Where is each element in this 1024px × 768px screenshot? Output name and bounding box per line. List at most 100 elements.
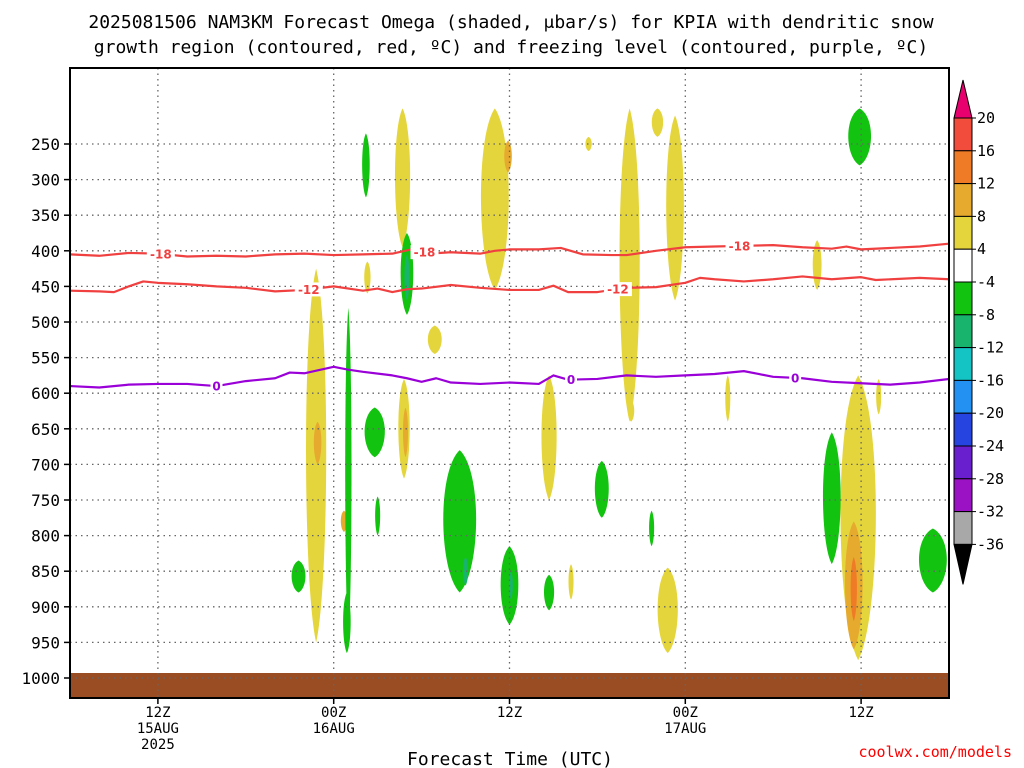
contour-label-bg-0-0 xyxy=(146,246,175,261)
omega-region-1 xyxy=(480,108,509,290)
grid-lines xyxy=(70,68,949,698)
contour-label-2-2: 0 xyxy=(791,371,799,385)
omega-shading xyxy=(291,108,947,661)
contour-label-0-1: -18 xyxy=(414,246,436,260)
contour-label-bg-1-1 xyxy=(603,282,632,297)
colorbar-box-1 xyxy=(953,117,973,152)
omega-region-2 xyxy=(504,140,512,173)
contour-label-0-0: -18 xyxy=(150,247,172,261)
credit-text: coolwx.com/models xyxy=(858,743,1012,761)
contour-label-1-0: -12 xyxy=(298,283,320,297)
omega-region-34 xyxy=(594,460,609,518)
ytick-label-500: 500 xyxy=(31,313,60,332)
ytick-label-700: 700 xyxy=(31,455,60,474)
xtick-label-0-0: 12Z xyxy=(145,705,170,721)
colorbar-box-9 xyxy=(953,379,973,414)
colorbar-label-5: -4 xyxy=(977,273,995,291)
omega-region-35 xyxy=(649,510,655,547)
colorbar-label-10: -24 xyxy=(977,437,1004,455)
omega-region-22 xyxy=(364,261,371,294)
xtick-label-1-0: 00Z xyxy=(321,705,346,721)
colorbar: 20 16 12 8 4 -4 -8 -12 -16 -20 -24 -28 -32 -36 xyxy=(953,79,1004,585)
ytick-label-800: 800 xyxy=(31,527,60,546)
colorbar-box-7 xyxy=(953,314,973,349)
ytick-label-450: 450 xyxy=(31,277,60,296)
omega-region-13 xyxy=(627,400,635,422)
contour-label-bg-0-1 xyxy=(410,245,439,260)
contour-label-2-0: 0 xyxy=(212,380,220,394)
omega-region-36 xyxy=(822,432,841,565)
omega-region-6 xyxy=(313,421,322,465)
xtick-label-2-0: 12Z xyxy=(497,705,522,721)
ytick-label-850: 850 xyxy=(31,562,60,581)
omega-region-3 xyxy=(666,115,684,301)
contour-label-bg-2-2 xyxy=(789,370,802,385)
contour-line-2 xyxy=(70,365,949,389)
colorbar-box-13 xyxy=(953,511,973,545)
colorbar-box-5 xyxy=(953,248,973,283)
omega-region-9 xyxy=(402,407,409,458)
omega-region-18 xyxy=(850,556,857,622)
omega-region-11 xyxy=(541,375,557,500)
omega-region-39 xyxy=(291,560,306,593)
ytick-label-1000: 1000 xyxy=(21,669,60,688)
ytick-label-300: 300 xyxy=(31,171,60,190)
temperature-contours: -18 -18 -18 -12 -12 0 0 0 xyxy=(70,238,949,394)
colorbar-bottom-arrow xyxy=(953,543,973,585)
omega-region-0 xyxy=(394,108,411,248)
omega-region-10 xyxy=(427,325,442,355)
contour-label-bg-0-2 xyxy=(725,238,754,253)
omega-region-38 xyxy=(918,528,947,593)
ytick-label-350: 350 xyxy=(31,206,60,225)
contour-label-bg-1-0 xyxy=(294,282,323,297)
ytick-label-400: 400 xyxy=(31,242,60,261)
contour-label-bg-2-1 xyxy=(565,372,578,387)
colorbar-label-0: 20 xyxy=(977,109,995,127)
ytick-label-900: 900 xyxy=(31,598,60,617)
colorbar-label-3: 8 xyxy=(977,207,986,225)
ytick-label-250: 250 xyxy=(31,135,60,154)
ytick-label-650: 650 xyxy=(31,420,60,439)
colorbar-box-4 xyxy=(953,215,973,250)
ytick-label-550: 550 xyxy=(31,349,60,368)
xtick-label-4-0: 12Z xyxy=(848,705,873,721)
contour-label-bg-2-0 xyxy=(210,379,223,394)
chart-title-line2: growth region (contoured, red, ºC) and f… xyxy=(94,37,928,58)
colorbar-label-9: -20 xyxy=(977,404,1004,422)
omega-region-27 xyxy=(345,307,352,643)
omega-region-32 xyxy=(509,571,513,600)
colorbar-box-10 xyxy=(953,412,973,447)
xtick-label-0-2: 2025 xyxy=(141,737,175,753)
contour-label-2-1: 0 xyxy=(567,373,575,387)
colorbar-box-6 xyxy=(953,281,973,316)
x-axis-label: Forecast Time (UTC) xyxy=(407,749,613,768)
omega-region-40 xyxy=(343,592,351,654)
xtick-label-1-1: 16AUG xyxy=(313,721,355,737)
contour-line-0 xyxy=(70,242,949,258)
contour-line-1 xyxy=(70,275,949,294)
colorbar-box-3 xyxy=(953,183,973,217)
omega-region-29 xyxy=(443,450,477,593)
ytick-label-750: 750 xyxy=(31,491,60,510)
ytick-label-600: 600 xyxy=(31,384,60,403)
omega-region-12 xyxy=(568,564,574,600)
omega-region-28 xyxy=(364,407,385,458)
colorbar-label-8: -16 xyxy=(977,371,1004,389)
colorbar-box-11 xyxy=(953,445,973,480)
colorbar-label-4: 4 xyxy=(977,240,986,258)
colorbar-label-13: -36 xyxy=(977,535,1004,553)
xtick-label-3-0: 00Z xyxy=(673,705,698,721)
contour-label-0-2: -18 xyxy=(729,239,751,253)
omega-region-30 xyxy=(463,556,469,586)
colorbar-top-arrow xyxy=(953,79,973,119)
omega-region-33 xyxy=(543,574,555,611)
contour-label-1-1: -12 xyxy=(607,283,629,297)
chart-title-line1: 2025081506 NAM3KM Forecast Omega (shaded… xyxy=(88,12,933,33)
colorbar-label-7: -12 xyxy=(977,339,1004,357)
omega-region-37 xyxy=(848,108,872,166)
omega-region-15 xyxy=(725,375,731,422)
colorbar-label-11: -28 xyxy=(977,470,1004,488)
colorbar-label-2: 12 xyxy=(977,175,995,193)
